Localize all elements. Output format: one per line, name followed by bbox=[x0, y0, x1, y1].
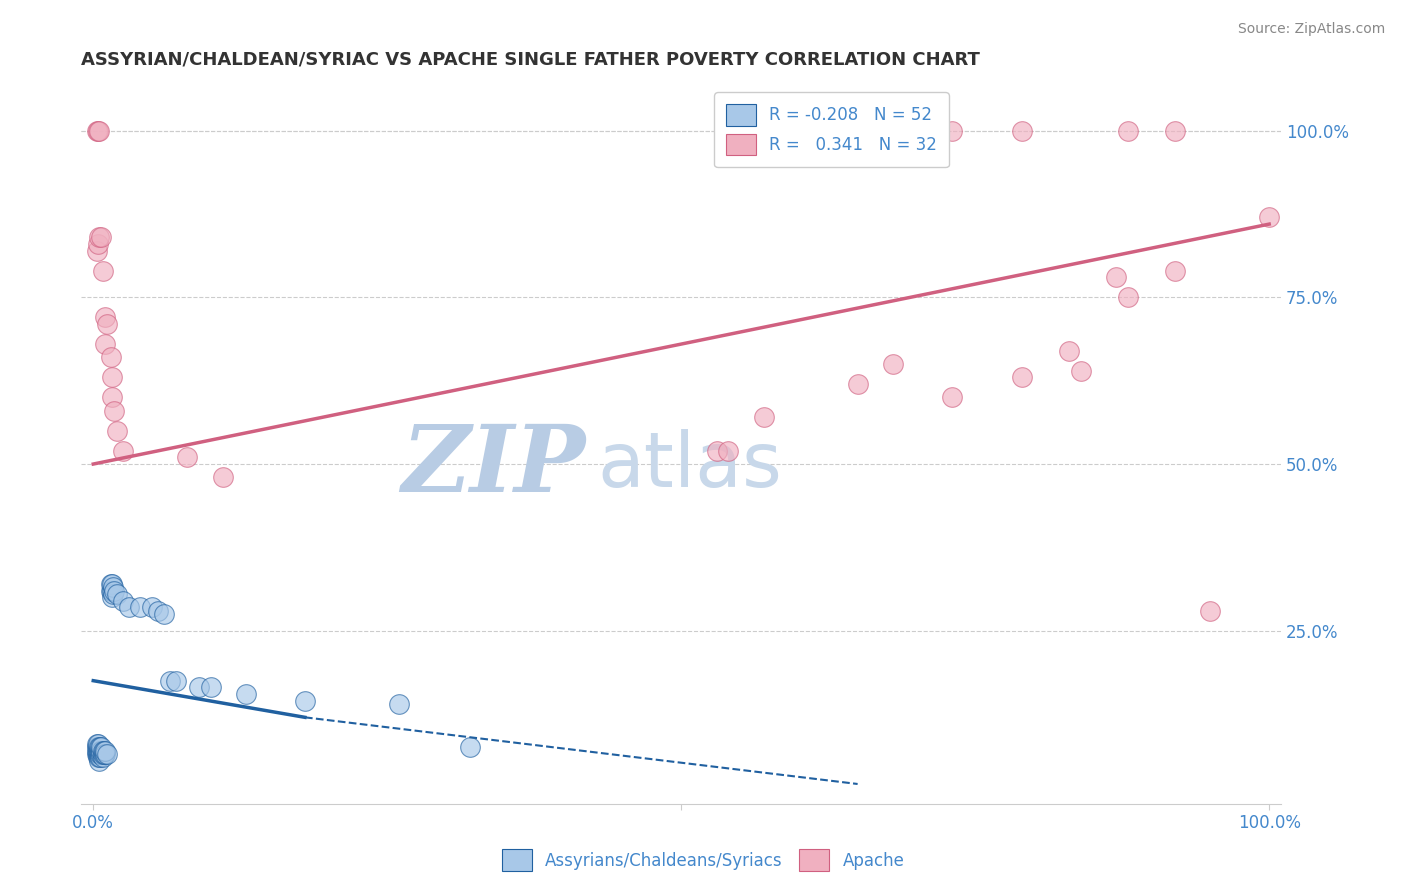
Point bbox=[111, 593, 134, 607]
Point bbox=[717, 443, 740, 458]
Point bbox=[146, 604, 169, 618]
Legend: Assyrians/Chaldeans/Syriacs, Apache: Assyrians/Chaldeans/Syriacs, Apache bbox=[494, 841, 912, 880]
Point bbox=[1116, 290, 1139, 304]
Point bbox=[89, 754, 111, 768]
Point bbox=[294, 694, 316, 708]
Point bbox=[752, 410, 775, 425]
Point bbox=[235, 687, 257, 701]
Point bbox=[91, 744, 114, 758]
Point bbox=[94, 337, 117, 351]
Point bbox=[1011, 124, 1033, 138]
Point bbox=[89, 747, 111, 761]
Point bbox=[89, 747, 111, 761]
Point bbox=[89, 744, 111, 758]
Point bbox=[211, 470, 233, 484]
Point bbox=[90, 744, 112, 758]
Point bbox=[86, 747, 108, 761]
Point bbox=[941, 391, 963, 405]
Text: Source: ZipAtlas.com: Source: ZipAtlas.com bbox=[1237, 22, 1385, 37]
Point bbox=[86, 737, 108, 751]
Point bbox=[111, 443, 134, 458]
Point bbox=[101, 577, 124, 591]
Point bbox=[87, 747, 110, 761]
Point bbox=[103, 583, 125, 598]
Point bbox=[103, 580, 125, 594]
Point bbox=[1059, 343, 1081, 358]
Point bbox=[89, 744, 111, 758]
Point bbox=[96, 317, 118, 331]
Point bbox=[159, 673, 181, 688]
Point bbox=[1199, 604, 1222, 618]
Point bbox=[882, 357, 904, 371]
Point bbox=[117, 600, 139, 615]
Point bbox=[100, 583, 122, 598]
Point bbox=[86, 124, 108, 138]
Point bbox=[93, 744, 115, 758]
Point bbox=[1105, 270, 1128, 285]
Point bbox=[91, 747, 114, 761]
Point bbox=[458, 740, 481, 755]
Point bbox=[89, 750, 111, 764]
Text: ASSYRIAN/CHALDEAN/SYRIAC VS APACHE SINGLE FATHER POVERTY CORRELATION CHART: ASSYRIAN/CHALDEAN/SYRIAC VS APACHE SINGL… bbox=[82, 51, 980, 69]
Point bbox=[89, 230, 111, 244]
Point bbox=[1258, 211, 1281, 225]
Point bbox=[87, 740, 110, 755]
Point bbox=[89, 124, 111, 138]
Point bbox=[86, 740, 108, 755]
Point bbox=[105, 587, 128, 601]
Point bbox=[706, 443, 728, 458]
Point bbox=[91, 750, 114, 764]
Point bbox=[141, 600, 163, 615]
Point bbox=[90, 740, 112, 755]
Point bbox=[1164, 264, 1187, 278]
Point bbox=[90, 230, 112, 244]
Point bbox=[87, 237, 110, 252]
Point bbox=[94, 310, 117, 325]
Point bbox=[87, 124, 110, 138]
Point bbox=[165, 673, 187, 688]
Point bbox=[388, 697, 411, 711]
Point bbox=[94, 747, 117, 761]
Point bbox=[1011, 370, 1033, 384]
Point bbox=[129, 600, 152, 615]
Point bbox=[89, 750, 111, 764]
Point bbox=[105, 424, 128, 438]
Point bbox=[100, 577, 122, 591]
Point bbox=[1116, 124, 1139, 138]
Text: ZIP: ZIP bbox=[401, 421, 585, 510]
Point bbox=[176, 450, 198, 465]
Point bbox=[86, 244, 108, 258]
Point bbox=[941, 124, 963, 138]
Point bbox=[1164, 124, 1187, 138]
Point bbox=[103, 403, 125, 417]
Point bbox=[188, 681, 211, 695]
Point bbox=[86, 744, 108, 758]
Point bbox=[200, 681, 222, 695]
Point bbox=[89, 740, 111, 755]
Point bbox=[90, 747, 112, 761]
Point bbox=[91, 264, 114, 278]
Point bbox=[101, 591, 124, 605]
Legend: R = -0.208   N = 52, R =   0.341   N = 32: R = -0.208 N = 52, R = 0.341 N = 32 bbox=[714, 93, 949, 167]
Point bbox=[153, 607, 176, 621]
Point bbox=[100, 351, 122, 365]
Point bbox=[103, 587, 125, 601]
Text: atlas: atlas bbox=[598, 429, 782, 503]
Point bbox=[1070, 364, 1092, 378]
Point bbox=[87, 750, 110, 764]
Point bbox=[94, 744, 117, 758]
Point bbox=[101, 583, 124, 598]
Point bbox=[96, 747, 118, 761]
Point bbox=[846, 377, 869, 392]
Point bbox=[87, 737, 110, 751]
Point bbox=[87, 744, 110, 758]
Point bbox=[93, 747, 115, 761]
Point bbox=[101, 391, 124, 405]
Point bbox=[89, 740, 111, 755]
Point bbox=[101, 370, 124, 384]
